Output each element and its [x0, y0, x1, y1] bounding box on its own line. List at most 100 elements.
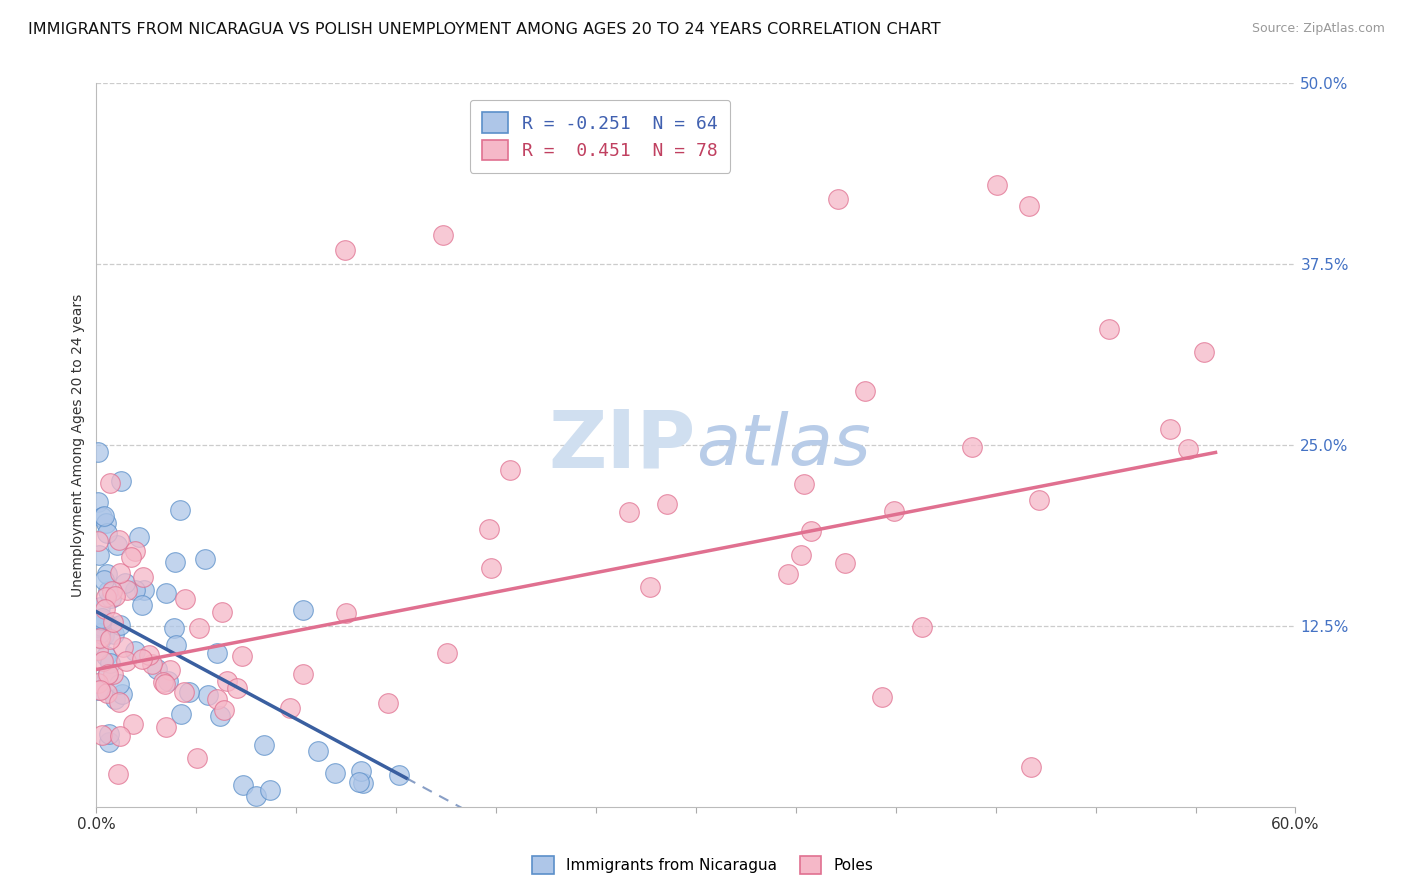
Point [107, 767, 129, 781]
Point [90, 632, 112, 647]
Point [96, 526, 118, 541]
Point [90, 619, 112, 633]
Point [870, 690, 893, 704]
Point [278, 701, 301, 715]
Point [163, 621, 186, 635]
Point [245, 789, 267, 803]
Point [259, 783, 281, 797]
Point [96, 617, 118, 632]
Point [94, 602, 117, 616]
Point [335, 607, 357, 621]
Point [232, 778, 254, 792]
Point [169, 502, 191, 516]
Point [115, 654, 138, 668]
Point [323, 765, 346, 780]
Point [124, 544, 146, 558]
Point [307, 744, 329, 758]
Point [169, 706, 191, 721]
Point [89, 632, 111, 646]
Point [91, 654, 114, 668]
Point [657, 497, 679, 511]
Point [87, 676, 110, 690]
Point [100, 591, 122, 605]
Point [231, 649, 253, 664]
Point [159, 663, 181, 677]
Point [103, 692, 125, 706]
Point [114, 576, 136, 591]
Text: ZIP: ZIP [548, 406, 696, 484]
Legend: R = -0.251  N = 64, R =  0.451  N = 78: R = -0.251 N = 64, R = 0.451 N = 78 [470, 100, 730, 173]
Point [120, 549, 142, 564]
Point [155, 585, 177, 599]
Point [124, 644, 146, 658]
Point [179, 685, 201, 699]
Point [104, 589, 127, 603]
Point [1098, 322, 1121, 336]
Point [98, 632, 121, 646]
Point [215, 674, 238, 689]
Point [173, 684, 195, 698]
Point [827, 192, 849, 206]
Point [146, 662, 169, 676]
Point [155, 720, 177, 734]
Point [165, 638, 187, 652]
Point [89, 626, 111, 640]
Point [101, 615, 124, 629]
Point [87, 495, 110, 509]
Point [110, 730, 132, 744]
Point [90, 510, 112, 524]
Point [253, 738, 276, 752]
Point [134, 582, 156, 597]
Point [208, 709, 231, 723]
Point [105, 538, 128, 552]
Point [98, 475, 121, 490]
Point [347, 775, 370, 789]
Point [152, 675, 174, 690]
Point [986, 178, 1008, 192]
Point [188, 621, 211, 635]
Point [1159, 421, 1181, 435]
Point [377, 696, 399, 710]
Point [853, 384, 876, 398]
Point [94, 615, 117, 630]
Point [1192, 345, 1215, 359]
Point [834, 556, 856, 570]
Point [122, 716, 145, 731]
Point [107, 677, 129, 691]
Point [107, 533, 129, 548]
Point [352, 775, 374, 789]
Point [793, 476, 815, 491]
Point [617, 505, 640, 519]
Point [93, 628, 115, 642]
Point [1019, 760, 1042, 774]
Point [205, 692, 228, 706]
Point [101, 583, 124, 598]
Point [225, 681, 247, 696]
Point [212, 702, 235, 716]
Point [96, 566, 118, 581]
Point [110, 475, 132, 489]
Point [93, 573, 115, 587]
Point [388, 768, 411, 782]
Point [91, 613, 114, 627]
Point [291, 603, 314, 617]
Y-axis label: Unemployment Among Ages 20 to 24 years: Unemployment Among Ages 20 to 24 years [72, 293, 86, 597]
Point [132, 570, 155, 584]
Point [87, 445, 110, 459]
Point [108, 695, 131, 709]
Legend: Immigrants from Nicaragua, Poles: Immigrants from Nicaragua, Poles [526, 850, 880, 880]
Point [111, 687, 134, 701]
Point [790, 548, 813, 562]
Point [478, 522, 501, 536]
Point [108, 618, 131, 632]
Point [432, 228, 454, 243]
Point [186, 751, 208, 765]
Point [800, 524, 823, 538]
Point [97, 735, 120, 749]
Point [479, 560, 502, 574]
Point [87, 619, 110, 633]
Text: Source: ZipAtlas.com: Source: ZipAtlas.com [1251, 22, 1385, 36]
Point [96, 686, 118, 700]
Point [91, 728, 114, 742]
Point [883, 504, 905, 518]
